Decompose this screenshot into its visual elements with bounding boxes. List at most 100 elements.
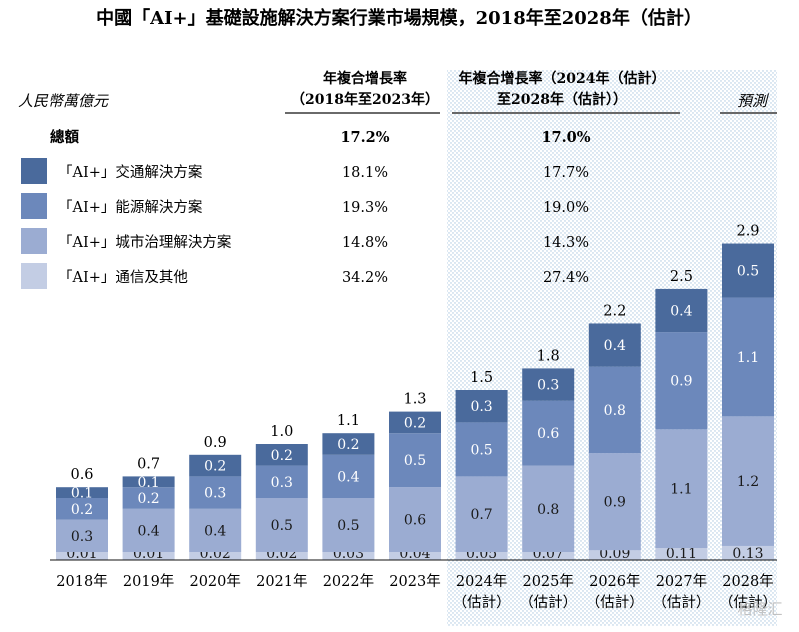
bar-segment-0-1 — [122, 552, 175, 560]
bar-segment-2-0 — [56, 498, 108, 520]
bar-total-label-4: 1.1 — [337, 413, 360, 429]
forecast-cagr-header-line1: 年複合增長率（2024年（估計） — [459, 70, 666, 87]
bar-value-label-1-5: 0.6 — [404, 513, 426, 529]
x-tick-label-10-1: （估計） — [719, 594, 777, 611]
bar-segment-0-4 — [322, 552, 375, 560]
bar-segment-2-2 — [189, 476, 242, 509]
forecast-label: 預測 — [737, 92, 769, 110]
bar-value-label-3-10: 0.5 — [737, 264, 759, 280]
x-tick-label-6-1: （估計） — [453, 594, 511, 611]
x-tick-label-10-0: 2028年 — [722, 573, 773, 590]
bar-segment-3-7 — [522, 368, 575, 401]
x-tick-label-7-1: （估計） — [519, 594, 577, 611]
bar-value-label-2-5: 0.5 — [404, 453, 426, 469]
historical-cagr-header-line1: 年複合增長率 — [323, 70, 407, 87]
bar-segment-2-7 — [522, 400, 575, 466]
legend-swatch-2 — [21, 193, 47, 219]
x-tick-label-2-0: 2020年 — [189, 573, 240, 590]
bar-value-label-3-2: 0.2 — [204, 459, 226, 475]
bar-total-label-1: 0.7 — [137, 456, 160, 472]
x-tick-label-5-0: 2023年 — [389, 573, 440, 590]
bar-segment-3-10 — [722, 243, 774, 298]
bar-value-label-1-3: 0.5 — [271, 518, 293, 534]
bar-total-label-3: 1.0 — [270, 424, 293, 440]
bar-total-label-10: 2.9 — [736, 224, 759, 240]
bar-segment-2-8 — [588, 366, 641, 454]
x-tick-label-1-0: 2019年 — [123, 573, 174, 590]
bar-segment-1-3 — [255, 498, 308, 552]
bar-segment-3-3 — [255, 444, 308, 466]
chart-title: 中國「AI+」基礎設施解決方案行業市場規模，2018年至2028年（估計） — [96, 7, 702, 29]
legend-swatch-1 — [21, 158, 47, 184]
bar-segment-1-7 — [522, 465, 575, 552]
bar-value-label-2-9: 0.9 — [670, 374, 692, 390]
cagr-forecast-2: 19.0% — [543, 200, 589, 216]
bar-segment-2-9 — [655, 332, 708, 430]
bar-value-label-1-0: 0.3 — [71, 529, 93, 545]
bar-value-label-1-8: 0.9 — [604, 495, 626, 511]
bar-value-label-2-6: 0.5 — [470, 442, 492, 458]
cagr-row-label-4: 「AI+」通信及其他 — [58, 269, 188, 286]
bar-value-label-2-7: 0.6 — [537, 426, 559, 442]
bar-value-label-2-10: 1.1 — [737, 350, 759, 366]
bar-value-label-2-8: 0.8 — [604, 403, 626, 419]
bar-segment-3-1 — [122, 476, 175, 488]
bar-value-label-1-9: 1.1 — [670, 482, 692, 498]
bar-total-label-8: 2.2 — [603, 303, 626, 319]
bar-value-label-3-5: 0.2 — [404, 415, 426, 431]
bar-segment-3-8 — [588, 323, 641, 367]
bar-value-label-1-2: 0.4 — [204, 523, 226, 539]
cagr-historical-1: 18.1% — [342, 165, 388, 181]
x-tick-label-8-1: （估計） — [586, 594, 644, 611]
cagr-row-label-3: 「AI+」城市治理解決方案 — [58, 233, 232, 251]
x-tick-label-4-0: 2022年 — [323, 573, 374, 590]
bar-segment-1-0 — [56, 519, 108, 552]
bar-value-label-1-1: 0.4 — [137, 523, 159, 539]
bar-value-label-1-4: 0.5 — [337, 518, 359, 534]
bar-value-label-3-0: 0.1 — [71, 486, 93, 502]
bar-segment-3-4 — [322, 433, 375, 455]
legend-swatch-3 — [21, 228, 47, 254]
bar-value-label-3-9: 0.4 — [670, 304, 692, 320]
x-tick-label-6-0: 2024年 — [456, 573, 507, 590]
bar-segment-3-2 — [189, 454, 242, 477]
bar-value-label-2-2: 0.3 — [204, 486, 226, 502]
bar-value-label-2-0: 0.2 — [71, 502, 93, 518]
bar-segment-1-2 — [189, 508, 242, 552]
bar-value-label-2-4: 0.4 — [337, 469, 359, 485]
x-tick-label-3-0: 2021年 — [256, 573, 307, 590]
cagr-row-label-1: 「AI+」交通解決方案 — [58, 163, 203, 181]
cagr-row-label-2: 「AI+」能源解決方案 — [58, 198, 203, 216]
cagr-historical-4: 34.2% — [342, 270, 388, 286]
bar-value-label-3-6: 0.3 — [470, 399, 492, 415]
bar-segment-3-9 — [655, 288, 708, 333]
legend-swatch-4 — [21, 263, 47, 289]
bar-segment-0-0 — [56, 552, 108, 560]
bar-value-label-3-4: 0.2 — [337, 437, 359, 453]
x-tick-label-7-0: 2025年 — [522, 573, 573, 590]
bar-segment-3-5 — [389, 411, 441, 434]
bar-segment-2-3 — [255, 465, 308, 498]
bar-segment-2-10 — [722, 297, 774, 417]
bar-segment-3-6 — [455, 390, 508, 423]
bar-segment-1-10 — [722, 416, 774, 546]
bars-group: 0.010.30.20.10.60.010.40.20.10.70.020.40… — [56, 224, 774, 562]
bar-total-label-7: 1.8 — [537, 348, 560, 364]
historical-cagr-header-line2: （2018年至2023年） — [291, 91, 439, 108]
x-tick-label-0-0: 2018年 — [56, 573, 107, 590]
bar-segment-2-6 — [455, 422, 508, 477]
bar-value-label-1-10: 1.2 — [737, 474, 759, 490]
cagr-row-label-0: 總額 — [50, 128, 79, 146]
bar-segment-0-6 — [455, 552, 508, 560]
x-tick-label-8-0: 2026年 — [589, 573, 640, 590]
bar-segment-1-8 — [588, 453, 641, 551]
bar-total-label-5: 1.3 — [403, 392, 426, 408]
cagr-historical-2: 19.3% — [342, 200, 388, 216]
bar-value-label-3-1: 0.1 — [137, 475, 159, 491]
bar-segment-2-1 — [122, 487, 175, 509]
unit-label: 人民幣萬億元 — [18, 92, 109, 110]
bar-value-label-2-3: 0.3 — [271, 475, 293, 491]
bar-segment-1-9 — [655, 429, 708, 549]
bar-segment-0-8 — [588, 550, 641, 560]
